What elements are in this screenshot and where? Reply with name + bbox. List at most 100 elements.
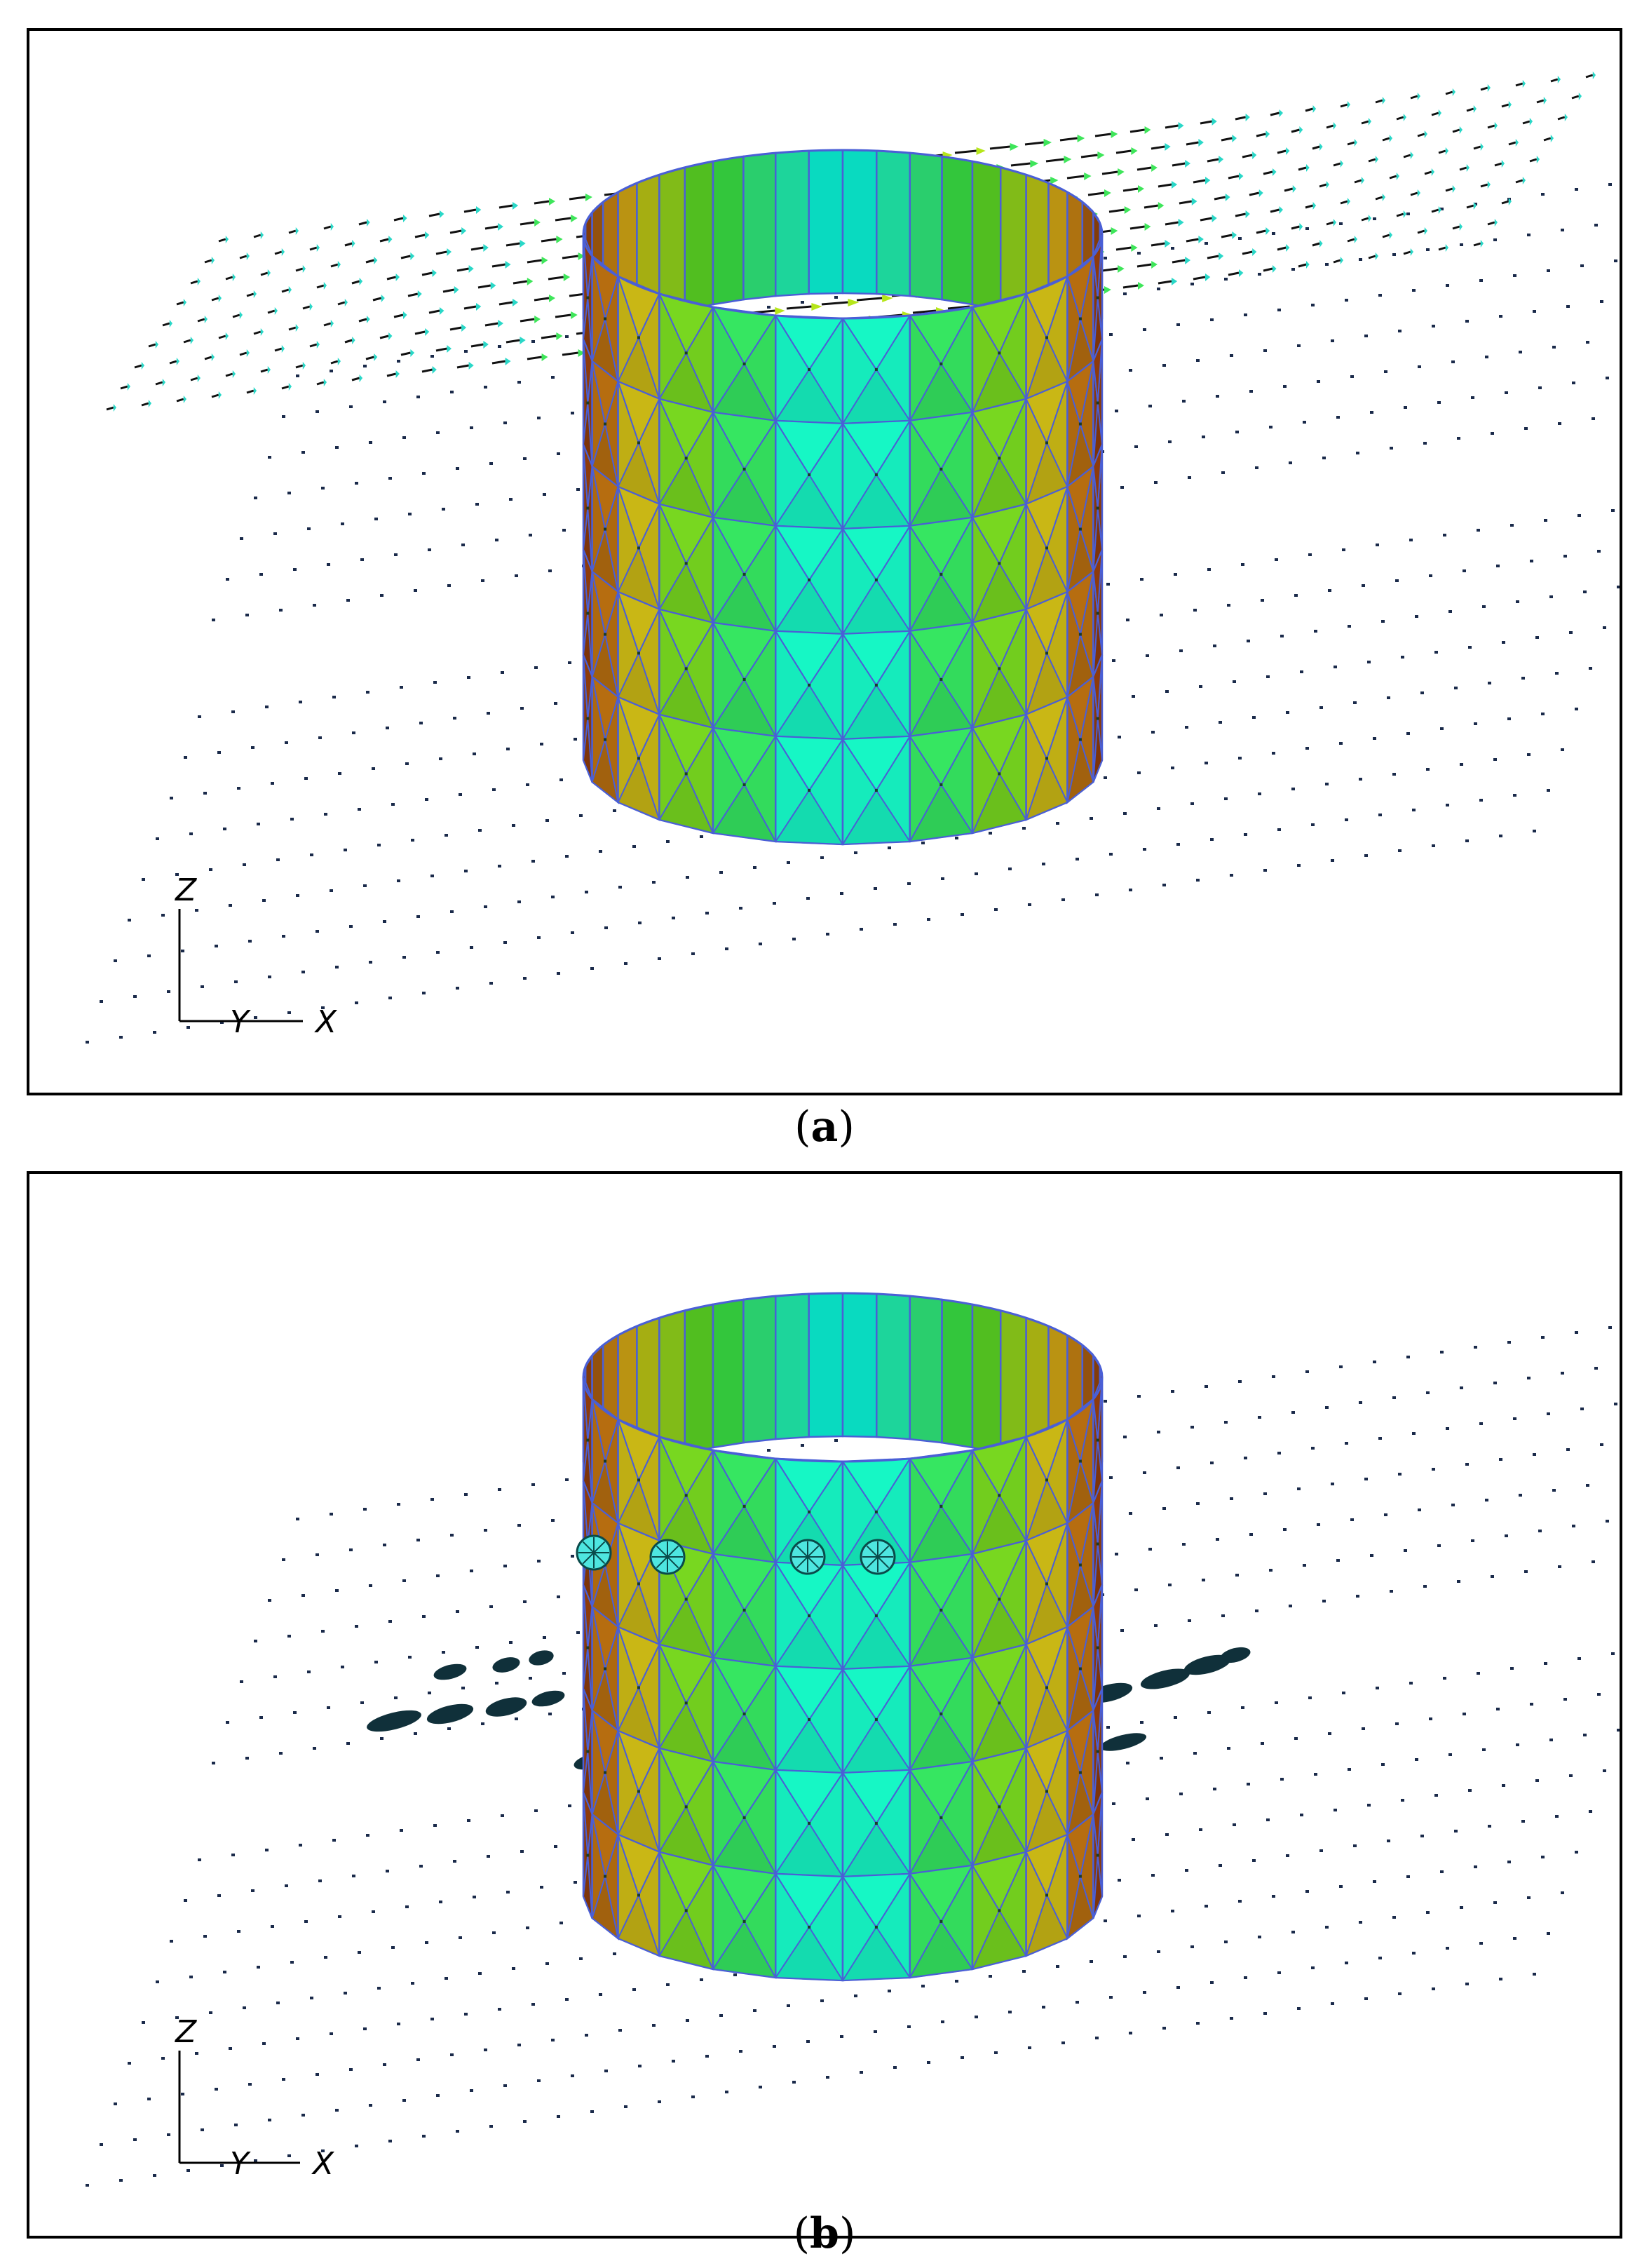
grid-dot [1297,864,1301,867]
caption-a: (a) [0,1102,1649,1152]
particle-ellipse [492,1657,520,1673]
mesh-node [604,738,607,741]
axis-triad: Z Y X [175,2014,334,2182]
velocity-arrow-head [141,362,144,370]
grid-dot [1384,1513,1387,1516]
velocity-arrow-head [1494,219,1498,227]
grid-dot [1280,1778,1284,1781]
grid-dot [487,712,490,715]
mesh-node [1045,336,1049,339]
grid-dot [363,884,367,887]
velocity-arrow-head [976,147,986,155]
mesh-node [874,367,878,371]
grid-dot [562,1672,566,1675]
grid-dot [1589,1810,1592,1813]
grid-dot [1569,631,1573,634]
velocity-arrow-shaft [176,398,184,403]
grid-dot [1263,349,1267,352]
grid-dot [551,376,555,379]
cylinder-inner-face [808,149,844,295]
grid-dot [1216,1538,1219,1541]
grid-dot [520,707,524,710]
grid-dot [1168,440,1172,443]
grid-dot [377,1987,381,1990]
grid-dot [1589,667,1592,670]
grid-dot [1193,1752,1197,1755]
velocity-arrow-head [1396,173,1399,180]
grid-dot [576,488,580,491]
mesh-node [742,1608,746,1612]
grid-dot [874,2030,877,2033]
grid-dot [487,1855,490,1858]
cylinder-facet [1092,1584,1103,1648]
velocity-arrow-head [1205,274,1211,281]
velocity-arrow-shaft [1186,141,1199,146]
cylinder-facet [1024,756,1068,821]
velocity-arrow-head [1138,282,1144,290]
grid-dot [1308,553,1312,556]
figure-panel-a: Z Y X [27,28,1622,1095]
grid-dot [344,1992,347,1994]
grid-dot [1362,1727,1365,1730]
grid-dot [257,823,260,825]
grid-dot [1420,691,1424,694]
mesh-node [637,1478,640,1482]
velocity-arrow-shaft [1431,112,1439,116]
grid-dot [719,871,723,874]
grid-dot [1485,356,1488,358]
grid-dot [1507,717,1511,720]
cylinder-facet [1025,485,1069,551]
velocity-arrow-shaft [1445,90,1453,95]
grid-dot [324,813,327,816]
grid-dot [1132,695,1135,698]
velocity-arrow-head [1118,168,1125,176]
grid-dot [523,2120,527,2123]
grid-dot [380,594,384,597]
probe-spoke [866,1545,890,1569]
x-axis-label: X [314,1004,337,1040]
grid-dot [422,1615,426,1618]
grid-dot [1263,869,1267,872]
grid-dot [450,2053,454,2056]
grid-dot [1216,395,1219,398]
grid-dot [1252,716,1256,719]
mesh-node [742,467,746,471]
grid-dot [243,2006,246,2009]
velocity-arrow-shaft [1585,74,1594,79]
grid-dot [1563,1698,1567,1701]
grid-dot [147,954,151,957]
grid-dot [315,930,319,933]
grid-dot [565,335,569,338]
cylinder-inner-face [971,1303,1002,1455]
velocity-arrow-shaft [1508,141,1516,146]
grid-dot [557,452,560,455]
grid-dot [1325,783,1329,785]
grid-dot [335,966,339,968]
grid-dot [1412,1432,1416,1435]
grid-dot [801,1444,804,1447]
cylinder-facet [591,464,619,529]
grid-dot [1230,1497,1233,1500]
grid-dot [512,1967,515,1970]
grid-dot [1311,1447,1315,1450]
velocity-arrow-shaft [1207,255,1219,259]
grid-dot [1465,320,1469,323]
grid-dot [1401,656,1404,659]
grid-dot [268,2119,271,2121]
cylinder-facet [616,380,660,445]
velocity-arrow-head [302,265,306,273]
velocity-arrow-head [218,391,222,399]
grid-dot [1151,731,1155,734]
grid-dot [1334,1809,1337,1811]
grid-dot [1521,1820,1525,1823]
mesh-node [742,362,746,365]
cylinder-facet [841,735,911,792]
mesh-node [808,367,811,371]
velocity-arrow-head [1104,189,1111,197]
grid-dot [220,1021,224,1024]
cylinder-facet [616,485,660,551]
grid-dot [489,462,493,465]
grid-dot [470,426,473,429]
velocity-arrow-shaft [204,356,212,360]
grid-dot [501,671,504,674]
